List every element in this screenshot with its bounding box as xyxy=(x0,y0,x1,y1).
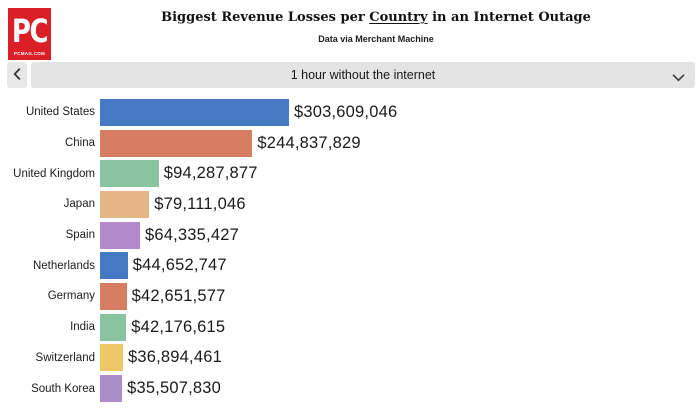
pcmag-logo-url: PCMAG.COM xyxy=(13,51,46,56)
bar-row: United Kingdom $94,287,877 xyxy=(0,158,700,189)
bar-row: Germany $42,651,577 xyxy=(0,281,700,312)
bar-row: South Korea $35,507,830 xyxy=(0,373,700,404)
value-label: $244,837,829 xyxy=(257,133,361,152)
value-label: $42,651,577 xyxy=(131,286,226,305)
controls-row: 1 hour without the internet xyxy=(0,62,700,88)
title-prefix: Biggest Revenue Losses per xyxy=(161,10,370,25)
country-label: China xyxy=(64,137,95,150)
bar[interactable] xyxy=(100,129,253,157)
page-title: Biggest Revenue Losses per Country in an… xyxy=(58,10,694,26)
bar[interactable] xyxy=(100,252,128,280)
bar[interactable] xyxy=(100,313,127,341)
country-label: Netherlands xyxy=(32,259,95,272)
bar[interactable] xyxy=(100,98,289,126)
chevron-left-icon xyxy=(13,67,21,83)
previous-period-button[interactable] xyxy=(7,62,27,88)
country-label: Spain xyxy=(65,229,95,242)
country-label: United States xyxy=(25,106,95,119)
chevron-down-icon xyxy=(672,71,685,85)
pcmag-logo-text: PC xyxy=(11,14,49,51)
bar-row: Japan $79,111,046 xyxy=(0,189,700,220)
value-label: $94,287,877 xyxy=(163,164,258,183)
bar-row: Switzerland $36,894,461 xyxy=(0,343,700,374)
title-suffix: in an Internet Outage xyxy=(427,10,591,25)
period-dropdown-selected: 1 hour without the internet xyxy=(290,68,436,82)
bar[interactable] xyxy=(100,160,159,188)
chart-subtitle: Data via Merchant Machine xyxy=(318,33,434,44)
bar-row: China $244,837,829 xyxy=(0,128,700,159)
bar[interactable] xyxy=(100,221,140,249)
value-label: $36,894,461 xyxy=(128,348,222,367)
country-label: India xyxy=(70,321,95,334)
value-label: $42,176,615 xyxy=(131,317,226,336)
bar-row: Netherlands $44,652,747 xyxy=(0,250,700,281)
bar-row: India $42,176,615 xyxy=(0,312,700,343)
country-label: Japan xyxy=(63,198,95,211)
bar[interactable] xyxy=(100,282,127,310)
bar-row: United States $303,609,046 xyxy=(0,97,700,128)
country-label: Germany xyxy=(47,290,95,303)
bar[interactable] xyxy=(100,375,123,403)
header-titles: Biggest Revenue Losses per Country in an… xyxy=(58,10,694,44)
country-label: South Korea xyxy=(31,382,95,395)
bar-chart: United States $303,609,046 China $244,837,8… xyxy=(0,97,700,404)
bar[interactable] xyxy=(100,190,150,218)
value-label: $44,652,747 xyxy=(132,256,227,275)
value-label: $303,609,046 xyxy=(294,102,398,121)
title-underlined-word: Country xyxy=(369,10,428,25)
country-label: Switzerland xyxy=(35,351,95,364)
country-label: United Kingdom xyxy=(13,167,95,180)
value-label: $79,111,046 xyxy=(154,194,246,213)
value-label: $64,335,427 xyxy=(145,225,239,244)
value-label: $35,507,830 xyxy=(127,379,222,398)
pcmag-logo: PC PCMAG.COM xyxy=(8,8,51,60)
period-dropdown[interactable]: 1 hour without the internet xyxy=(31,62,695,88)
bar-row: Spain $64,335,427 xyxy=(0,220,700,251)
bar[interactable] xyxy=(100,344,123,372)
